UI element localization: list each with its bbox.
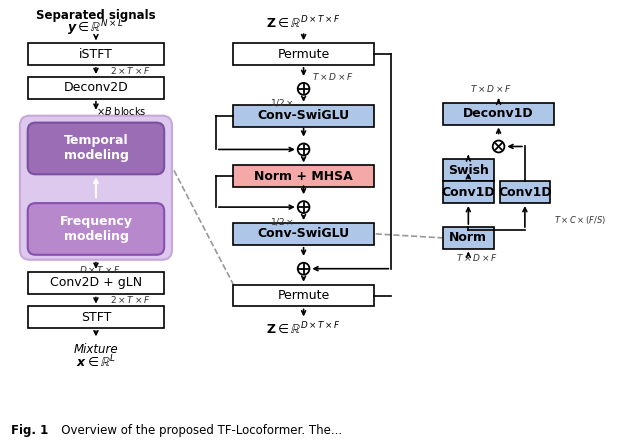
Text: $D \times T \times F$: $D \times T \times F$ xyxy=(78,264,121,275)
Text: $T \times D \times F$: $T \times D \times F$ xyxy=(456,252,498,263)
Text: Deconv2D: Deconv2D xyxy=(64,81,129,94)
Text: Conv2D + gLN: Conv2D + gLN xyxy=(50,276,142,289)
FancyBboxPatch shape xyxy=(499,181,550,203)
Text: $\mathbf{Z} \in \mathbb{R}^{D \times T \times F}$: $\mathbf{Z} \in \mathbb{R}^{D \times T \… xyxy=(266,321,341,338)
FancyBboxPatch shape xyxy=(234,285,374,306)
Text: $T \times D \times F$: $T \times D \times F$ xyxy=(312,72,353,82)
Text: $\times B$ blocks: $\times B$ blocks xyxy=(96,105,146,117)
Text: $\boldsymbol{y} \in \mathbb{R}^{N \times L}$: $\boldsymbol{y} \in \mathbb{R}^{N \times… xyxy=(67,19,124,38)
Text: STFT: STFT xyxy=(81,311,111,324)
FancyBboxPatch shape xyxy=(234,165,374,187)
Text: Temporal
modeling: Temporal modeling xyxy=(64,134,129,163)
Text: iSTFT: iSTFT xyxy=(79,48,113,61)
Text: Fig. 1: Fig. 1 xyxy=(11,424,48,437)
Text: Conv-SwiGLU: Conv-SwiGLU xyxy=(258,228,350,240)
Text: $\mathbf{Z} \in \mathbb{R}^{D \times T \times F}$: $\mathbf{Z} \in \mathbb{R}^{D \times T \… xyxy=(266,15,341,31)
FancyBboxPatch shape xyxy=(443,181,494,203)
FancyBboxPatch shape xyxy=(20,116,172,260)
FancyBboxPatch shape xyxy=(443,160,494,181)
Text: Conv-SwiGLU: Conv-SwiGLU xyxy=(258,109,350,122)
Text: $1/2 \times$: $1/2 \times$ xyxy=(270,97,294,108)
FancyBboxPatch shape xyxy=(443,103,554,125)
Text: Separated signals: Separated signals xyxy=(36,9,156,22)
Text: Conv1D: Conv1D xyxy=(498,186,552,199)
FancyBboxPatch shape xyxy=(28,306,164,328)
Text: $\boldsymbol{x} \in \mathbb{R}^{L}$: $\boldsymbol{x} \in \mathbb{R}^{L}$ xyxy=(76,354,116,370)
FancyBboxPatch shape xyxy=(234,43,374,65)
FancyBboxPatch shape xyxy=(234,105,374,126)
Text: Deconv1D: Deconv1D xyxy=(464,107,534,120)
Text: $2 \times T \times F$: $2 \times T \times F$ xyxy=(110,65,150,76)
Text: Swish: Swish xyxy=(448,164,489,177)
Text: $1/2 \times$: $1/2 \times$ xyxy=(270,216,294,226)
Text: Norm + MHSA: Norm + MHSA xyxy=(254,170,353,183)
FancyBboxPatch shape xyxy=(28,272,164,293)
Text: Frequency
modeling: Frequency modeling xyxy=(59,215,132,243)
FancyBboxPatch shape xyxy=(28,77,164,99)
FancyBboxPatch shape xyxy=(28,122,164,174)
Text: Permute: Permute xyxy=(277,48,330,61)
Text: $T \times D \times F$: $T \times D \times F$ xyxy=(470,84,512,94)
FancyBboxPatch shape xyxy=(234,223,374,245)
Text: Norm: Norm xyxy=(449,232,488,244)
Text: $2 \times T \times F$: $2 \times T \times F$ xyxy=(110,294,150,305)
Text: $T \times C \times (F/S)$: $T \times C \times (F/S)$ xyxy=(554,214,606,226)
Text: Overview of the proposed TF-Locoformer. The...: Overview of the proposed TF-Locoformer. … xyxy=(50,424,342,437)
Text: Permute: Permute xyxy=(277,289,330,302)
Text: Conv1D: Conv1D xyxy=(441,186,495,199)
Text: Mixture: Mixture xyxy=(74,343,118,356)
FancyBboxPatch shape xyxy=(28,43,164,65)
FancyBboxPatch shape xyxy=(28,203,164,255)
FancyBboxPatch shape xyxy=(443,227,494,249)
